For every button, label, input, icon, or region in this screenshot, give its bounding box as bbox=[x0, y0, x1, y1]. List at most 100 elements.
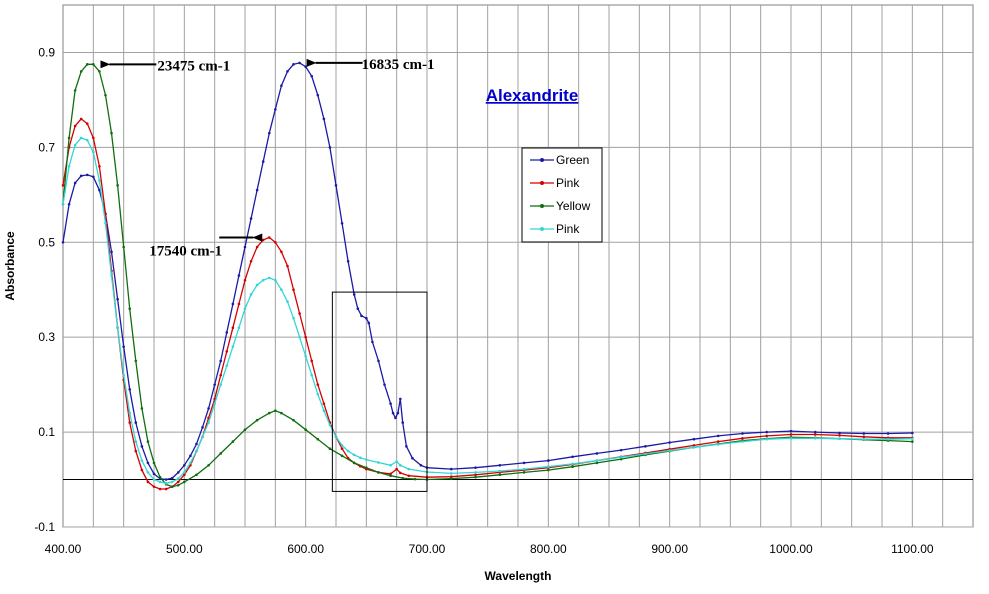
data-point bbox=[61, 240, 65, 244]
data-point bbox=[389, 472, 392, 476]
data-point bbox=[304, 65, 307, 68]
data-point bbox=[146, 471, 150, 474]
data-point bbox=[886, 432, 890, 435]
data-point bbox=[498, 469, 502, 473]
data-point bbox=[522, 467, 526, 471]
data-point bbox=[399, 464, 402, 467]
data-point bbox=[340, 444, 344, 447]
data-point bbox=[152, 478, 156, 481]
data-point bbox=[358, 456, 362, 460]
data-point bbox=[498, 473, 502, 477]
data-point bbox=[298, 61, 301, 65]
data-point bbox=[346, 449, 350, 453]
x-gridlines bbox=[92, 5, 944, 527]
data-point bbox=[286, 70, 289, 73]
data-point bbox=[383, 383, 386, 386]
data-point bbox=[213, 383, 216, 386]
data-point bbox=[207, 421, 210, 424]
data-point bbox=[92, 136, 95, 140]
data-point bbox=[237, 274, 241, 277]
data-point bbox=[98, 165, 101, 168]
data-point bbox=[911, 431, 914, 435]
data-point bbox=[116, 326, 119, 329]
x-tick-label: 1000.00 bbox=[769, 542, 813, 556]
data-point bbox=[334, 435, 338, 439]
data-point bbox=[789, 429, 793, 433]
data-point bbox=[316, 437, 320, 441]
data-point bbox=[92, 63, 95, 66]
data-point bbox=[522, 461, 526, 465]
y-tick-label: 0.9 bbox=[38, 45, 55, 59]
data-point bbox=[619, 457, 623, 461]
data-point bbox=[644, 452, 647, 456]
data-point bbox=[340, 221, 344, 225]
data-point bbox=[207, 407, 210, 410]
data-point bbox=[280, 84, 283, 87]
data-point bbox=[261, 160, 265, 163]
legend-label: Pink bbox=[556, 222, 580, 236]
data-point bbox=[813, 433, 817, 436]
data-point bbox=[389, 464, 392, 467]
data-point bbox=[352, 461, 356, 465]
x-axis-title: Wavelength bbox=[485, 569, 552, 583]
data-point bbox=[316, 392, 320, 396]
data-point bbox=[413, 477, 417, 481]
highlight-box bbox=[331, 291, 428, 492]
data-point bbox=[255, 188, 259, 192]
data-point bbox=[183, 480, 186, 484]
data-point bbox=[405, 445, 408, 448]
data-point bbox=[292, 418, 295, 422]
data-point bbox=[110, 250, 113, 254]
data-point bbox=[249, 217, 253, 220]
data-point bbox=[164, 478, 168, 481]
data-point bbox=[176, 477, 180, 480]
data-point bbox=[201, 435, 204, 439]
data-point bbox=[85, 122, 89, 125]
data-point bbox=[73, 89, 77, 92]
data-point bbox=[838, 431, 841, 435]
data-point bbox=[110, 274, 113, 277]
data-point bbox=[79, 70, 83, 73]
data-point bbox=[862, 437, 866, 441]
data-point bbox=[122, 245, 125, 249]
y-tick-label: 0.7 bbox=[38, 140, 55, 154]
data-point bbox=[195, 473, 198, 477]
x-tick-label: 700.00 bbox=[409, 542, 446, 556]
data-point bbox=[85, 173, 89, 177]
data-point bbox=[595, 459, 599, 462]
data-point bbox=[158, 480, 162, 484]
legend-marker bbox=[540, 181, 544, 185]
data-point bbox=[340, 447, 344, 451]
data-point bbox=[176, 483, 180, 487]
data-point bbox=[522, 471, 526, 474]
data-point bbox=[104, 93, 107, 97]
data-point bbox=[219, 359, 223, 363]
data-point bbox=[316, 383, 320, 386]
data-point bbox=[304, 335, 307, 339]
data-point bbox=[274, 278, 277, 282]
data-point bbox=[79, 117, 83, 121]
data-point bbox=[401, 421, 405, 424]
x-tick-label: 1100.00 bbox=[891, 542, 934, 556]
data-point bbox=[237, 326, 241, 329]
data-point bbox=[862, 432, 866, 435]
data-point bbox=[73, 143, 77, 147]
data-point bbox=[128, 307, 132, 311]
data-point bbox=[716, 440, 720, 443]
data-point bbox=[352, 453, 356, 457]
legend-label: Green bbox=[556, 153, 589, 167]
data-point bbox=[365, 316, 368, 320]
data-point bbox=[911, 437, 914, 441]
data-point bbox=[692, 445, 696, 449]
data-point bbox=[449, 472, 453, 475]
data-point bbox=[298, 335, 301, 339]
data-point bbox=[716, 434, 720, 438]
data-point bbox=[225, 331, 229, 334]
data-point bbox=[231, 440, 235, 443]
data-point bbox=[322, 409, 326, 413]
data-point bbox=[407, 467, 411, 471]
data-point bbox=[195, 449, 198, 453]
data-point bbox=[110, 131, 113, 135]
data-point bbox=[310, 373, 314, 377]
